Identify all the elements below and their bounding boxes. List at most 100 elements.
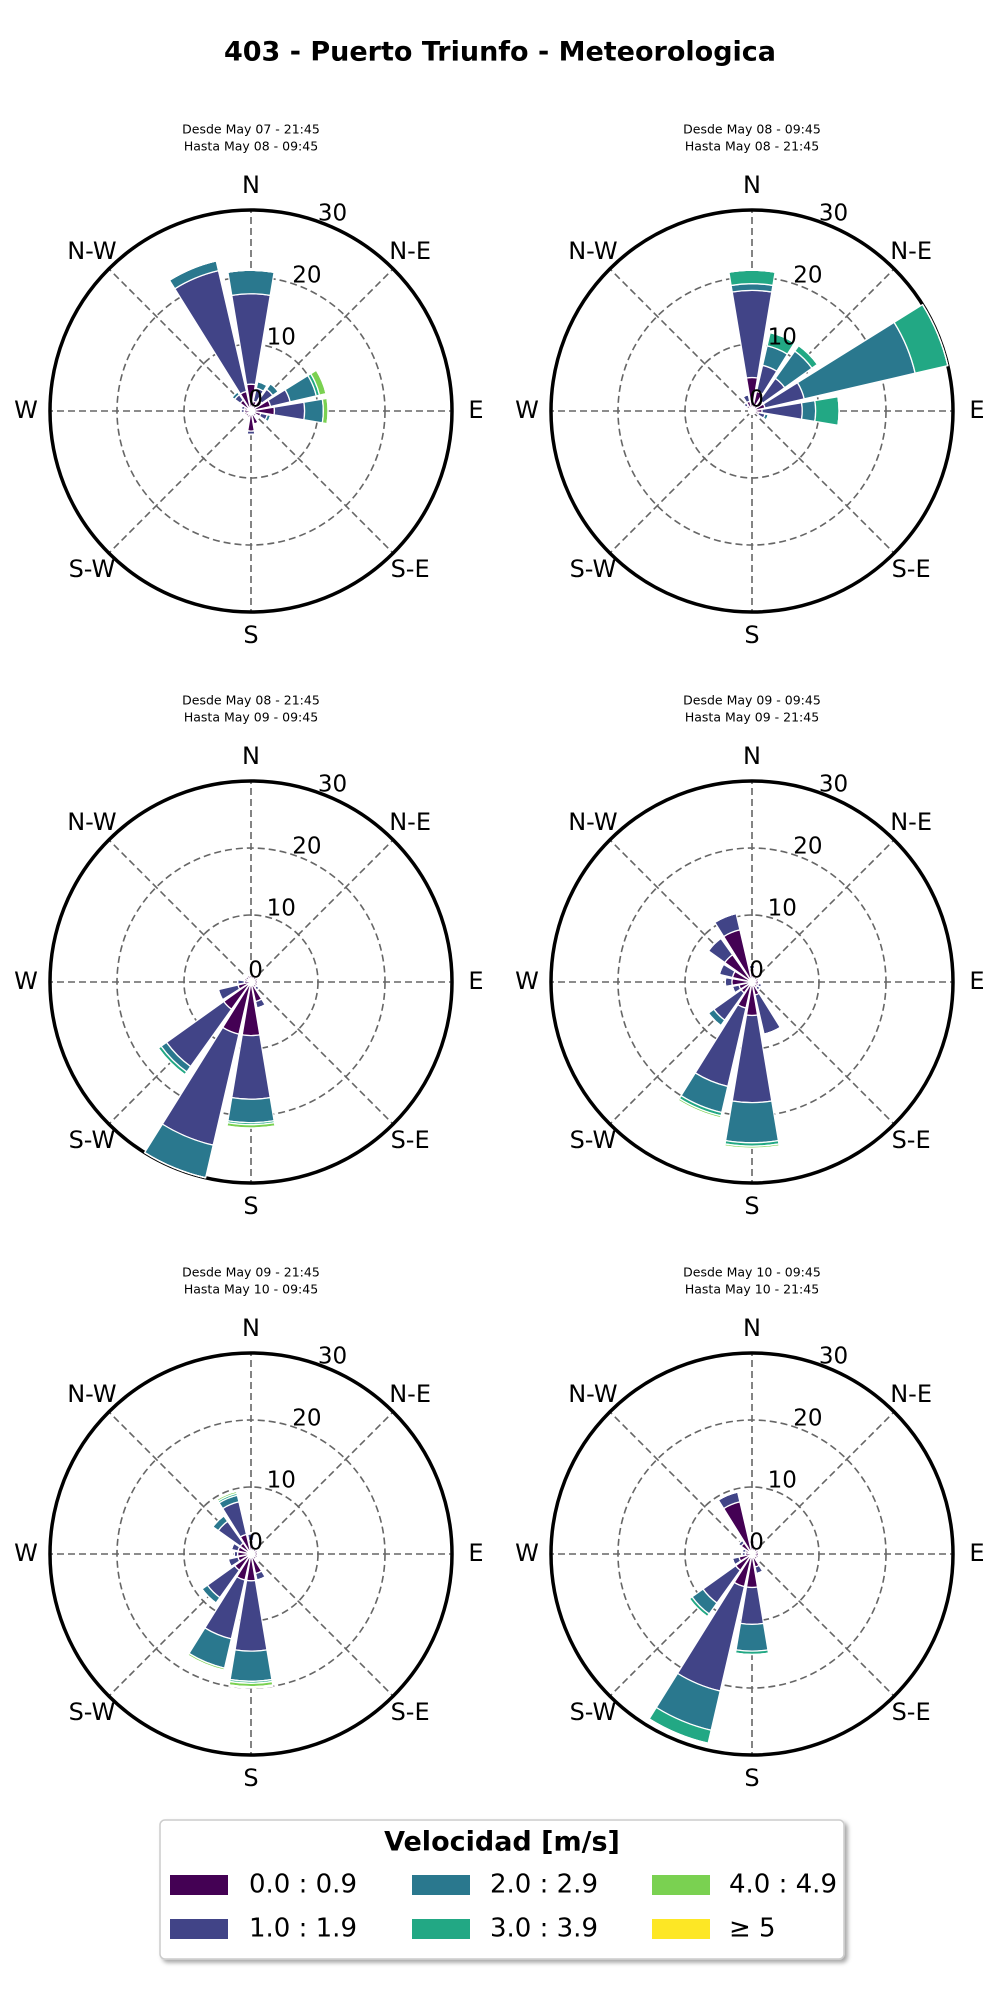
wind-bar [226, 1125, 276, 1129]
r-tick-label: 30 [318, 772, 347, 798]
direction-label: S-E [892, 1126, 931, 1154]
wind-bar [227, 269, 275, 297]
direction-label: S [243, 621, 258, 649]
r-tick-label: 0 [248, 957, 263, 983]
direction-label: N [743, 742, 761, 770]
wind-bar [728, 269, 776, 273]
spoke [250, 1553, 394, 1697]
r-tick-label: 30 [819, 772, 848, 798]
direction-label: S-W [570, 1698, 617, 1726]
grid-ring [617, 1419, 887, 1689]
direction-label: E [969, 967, 984, 995]
r-tick-label: 10 [267, 896, 296, 922]
outer-ring [48, 1351, 454, 1757]
direction-label: N-E [389, 808, 431, 836]
legend-label: 1.0 : 1.9 [249, 1914, 357, 1944]
r-tick-label: 30 [318, 1344, 347, 1370]
wind-bar [227, 1559, 232, 1567]
wind-bar [229, 1649, 273, 1682]
spoke [250, 839, 394, 983]
wind-bar [735, 1652, 769, 1656]
direction-label: S-E [391, 1698, 430, 1726]
wind-bar [724, 976, 733, 988]
r-tick-label: 10 [267, 1468, 296, 1494]
wind-bar [243, 978, 246, 981]
r-tick-label: 30 [819, 1344, 848, 1370]
wind-bar [765, 414, 769, 421]
direction-label: S [744, 1192, 759, 1220]
wind-bar [236, 979, 246, 985]
wind-bar [731, 1558, 736, 1565]
wind-bar [303, 398, 325, 424]
r-tick-label: 0 [749, 386, 764, 412]
subtitle: Hasta May 10 - 09:45 [184, 1282, 318, 1297]
wind-bar [169, 260, 217, 281]
legend-swatch [412, 1875, 470, 1895]
subtitle: Hasta May 09 - 09:45 [184, 710, 318, 725]
direction-label: N-W [67, 1380, 116, 1408]
subtitle: Desde May 08 - 21:45 [182, 693, 320, 708]
direction-label: E [969, 1539, 984, 1567]
subtitle: Hasta May 09 - 21:45 [685, 710, 819, 725]
wind-bar [722, 1500, 753, 1555]
direction-label: S [744, 1764, 759, 1792]
outer-ring [48, 208, 454, 614]
legend-label: 4.0 : 4.9 [729, 1870, 837, 1900]
wind-bar [735, 1622, 769, 1652]
wind-bar [724, 1100, 780, 1144]
wind-bar [800, 399, 817, 423]
spoke [108, 410, 252, 554]
r-tick-label: 0 [248, 1529, 263, 1555]
wind-bar [739, 1586, 765, 1626]
direction-label: W [14, 1539, 38, 1567]
wind-bar [231, 1034, 271, 1100]
spoke [250, 1411, 394, 1555]
r-tick-label: 30 [318, 201, 347, 227]
direction-label: E [468, 1539, 483, 1567]
wind-bar [756, 1570, 763, 1575]
r-tick-label: 0 [749, 1529, 764, 1555]
spoke [609, 410, 753, 554]
legend-swatch [652, 1919, 710, 1939]
direction-label: W [515, 396, 539, 424]
wind-bar [731, 986, 736, 993]
wind-bar [228, 1684, 274, 1689]
wind-bar [247, 974, 250, 977]
wind-bar [724, 1145, 780, 1149]
direction-label: N-W [67, 808, 116, 836]
wind-bar [256, 1555, 259, 1558]
subtitle: Hasta May 10 - 21:45 [685, 1282, 819, 1297]
spoke [751, 1411, 895, 1555]
direction-label: S-E [892, 555, 931, 583]
r-tick-label: 20 [292, 263, 321, 289]
spoke [609, 1411, 753, 1555]
wind-bar [227, 269, 275, 273]
wind-bar [315, 369, 327, 394]
r-tick-label: 20 [793, 834, 822, 860]
direction-label: N-E [890, 1380, 932, 1408]
direction-label: S [744, 621, 759, 649]
spoke [108, 839, 252, 983]
spoke [751, 410, 895, 554]
wind-bar [707, 937, 722, 952]
legend-label: 2.0 : 2.9 [490, 1870, 598, 1900]
r-tick-label: 30 [819, 201, 848, 227]
outer-ring [48, 779, 454, 1185]
direction-label: N [743, 1314, 761, 1342]
subtitle: Desde May 07 - 21:45 [182, 122, 320, 137]
direction-label: S [243, 1192, 258, 1220]
wind-bar [253, 421, 259, 425]
r-tick-label: 0 [749, 957, 764, 983]
direction-label: N-E [890, 808, 932, 836]
r-tick-label: 20 [292, 834, 321, 860]
wind-bar [798, 345, 818, 365]
outer-ring [549, 779, 955, 1185]
direction-label: W [515, 1539, 539, 1567]
wind-bar [257, 380, 268, 386]
r-tick-label: 10 [768, 1468, 797, 1494]
spoke [751, 981, 895, 1125]
direction-label: E [468, 967, 483, 995]
wind-bar [677, 1099, 721, 1119]
direction-label: S-W [69, 1126, 116, 1154]
